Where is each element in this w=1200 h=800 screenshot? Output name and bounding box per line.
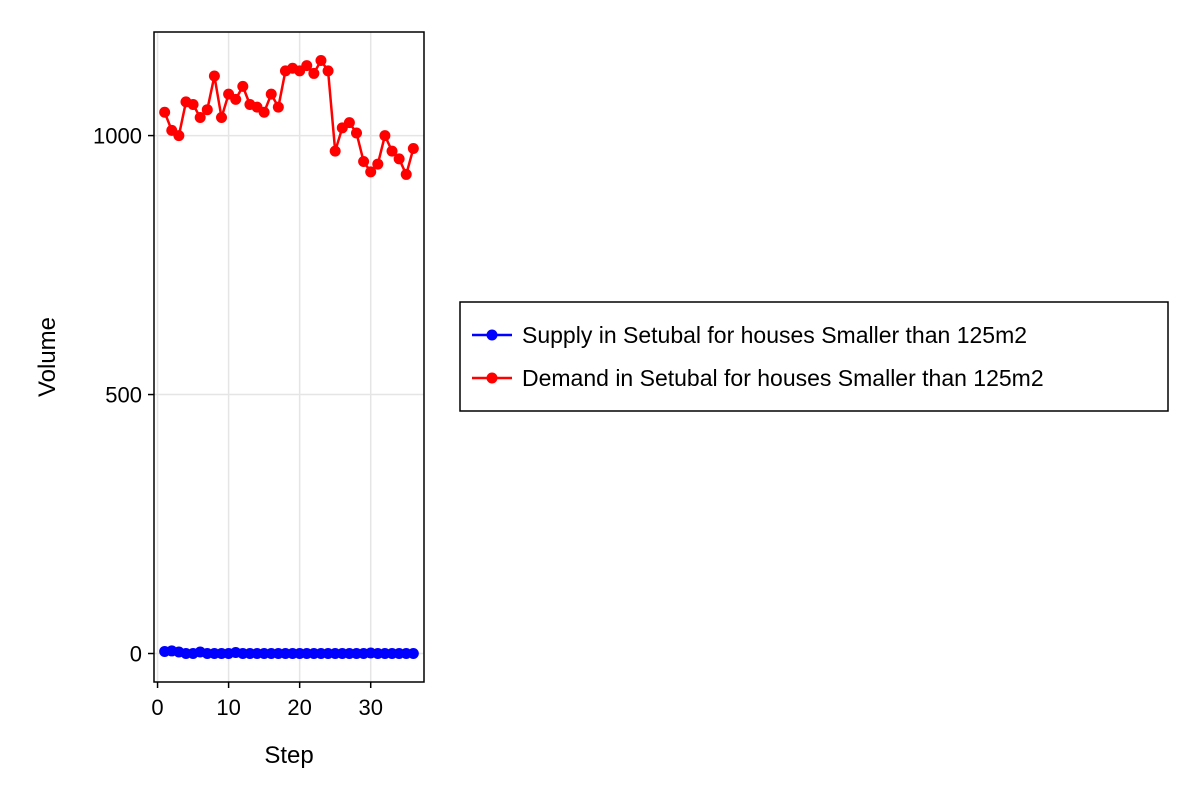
legend: Supply in Setubal for houses Smaller tha… [459, 301, 1169, 412]
series-layer [159, 54, 419, 660]
data-point [358, 155, 370, 167]
data-point [258, 106, 270, 118]
data-point [329, 145, 341, 157]
data-point [343, 117, 355, 129]
legend-label-demand: Demand in Setubal for houses Smaller tha… [522, 365, 1044, 391]
x-axis: 0 10 20 30 [151, 682, 383, 720]
data-point [386, 145, 398, 157]
x-tick-label: 30 [358, 695, 382, 720]
series-demand [159, 54, 419, 180]
data-point [159, 106, 171, 118]
data-point [308, 67, 320, 79]
data-point [216, 111, 227, 123]
data-point [393, 153, 405, 165]
y-tick-label: 1000 [93, 124, 142, 149]
legend-box [459, 301, 1169, 412]
y-tick-label: 500 [105, 383, 142, 408]
legend-label-supply: Supply in Setubal for houses Smaller tha… [522, 322, 1027, 348]
y-axis: 0 500 1000 [93, 124, 154, 667]
legend-swatch-supply-marker [486, 329, 498, 341]
data-point [187, 99, 199, 111]
data-point [208, 70, 220, 82]
grid-lines [154, 32, 424, 682]
data-point [173, 130, 185, 142]
data-point [194, 111, 206, 123]
data-point [400, 168, 412, 180]
data-point [265, 88, 277, 100]
plot-area [153, 31, 425, 683]
data-point [351, 127, 362, 139]
data-point [201, 104, 213, 116]
x-tick-label: 10 [216, 695, 240, 720]
x-tick-label: 20 [287, 695, 311, 720]
data-point [237, 80, 249, 92]
data-point [301, 60, 313, 72]
y-tick-label: 0 [130, 642, 142, 667]
x-axis-title: Step [264, 742, 313, 769]
data-point [272, 101, 284, 113]
series-supply [159, 645, 419, 660]
data-point [365, 166, 377, 178]
data-point [379, 130, 391, 142]
y-axis-title: Volume [34, 317, 61, 397]
data-point [407, 648, 419, 660]
data-point [372, 158, 384, 170]
x-tick-label: 0 [151, 695, 163, 720]
data-point [230, 93, 242, 105]
data-point [315, 54, 327, 66]
legend-swatch-demand-marker [486, 372, 498, 384]
data-point [407, 143, 419, 155]
data-point [322, 65, 334, 77]
